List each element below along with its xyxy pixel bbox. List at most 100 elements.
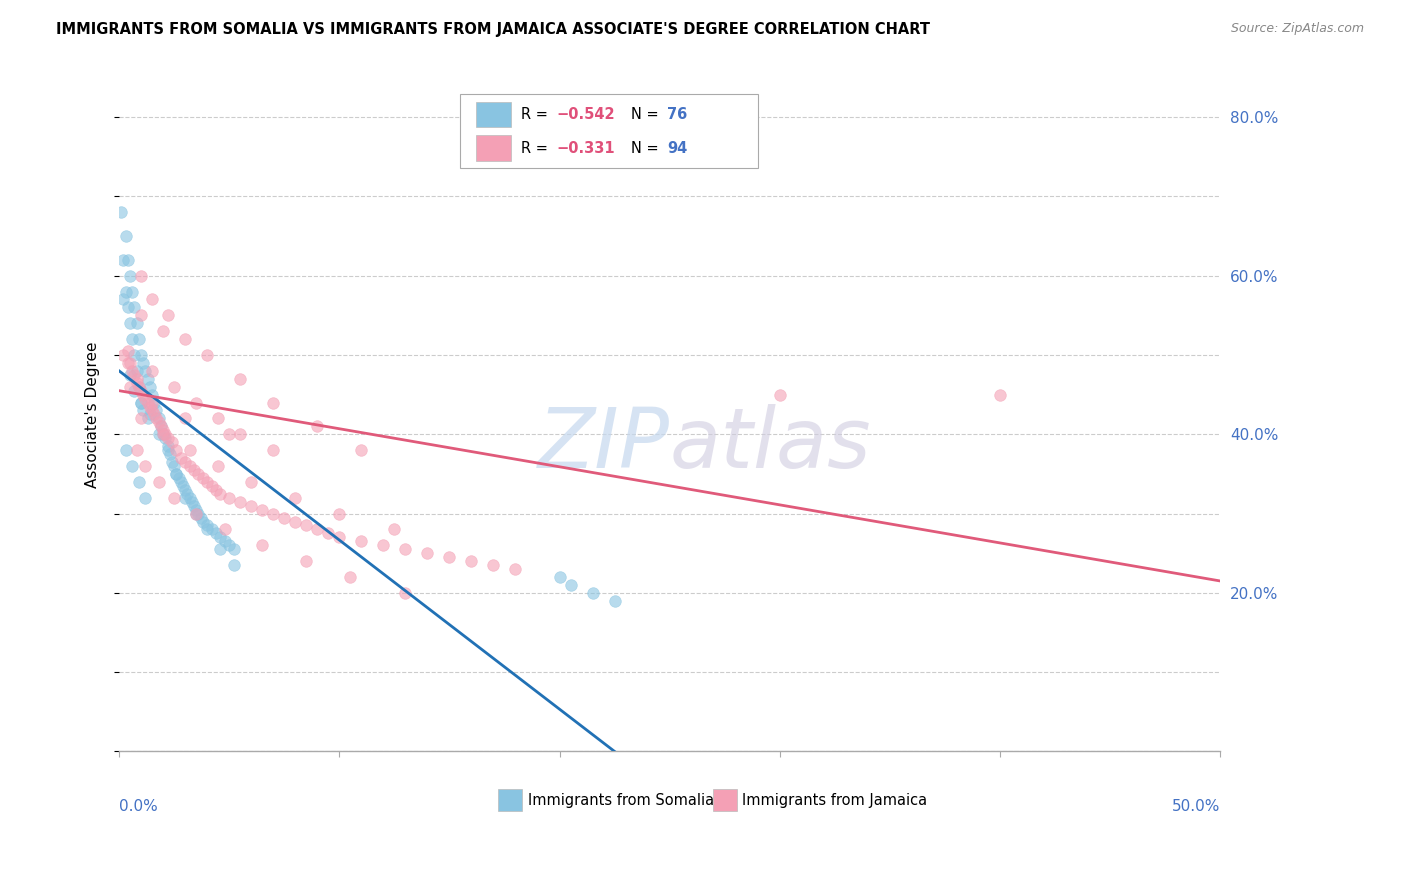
Point [170, 475, 193, 489]
Point [191, 515, 214, 529]
Point [339, 570, 361, 584]
Point [141, 387, 163, 401]
Point [141, 403, 163, 417]
Point [295, 518, 318, 533]
Point [350, 443, 373, 458]
Text: N =: N = [631, 107, 664, 122]
Y-axis label: Associate's Degree: Associate's Degree [86, 342, 100, 488]
Point [222, 558, 245, 573]
Point [328, 507, 350, 521]
Point [505, 562, 527, 576]
Point [207, 411, 229, 425]
Point [581, 586, 603, 600]
Point [250, 538, 273, 552]
Point [125, 376, 148, 390]
Point [128, 380, 150, 394]
Point [307, 523, 329, 537]
Point [179, 443, 201, 458]
Point [149, 419, 172, 434]
Point [149, 419, 172, 434]
Point [207, 458, 229, 473]
Point [394, 542, 416, 557]
Point [143, 408, 166, 422]
Point [176, 487, 198, 501]
Point [548, 570, 571, 584]
Point [120, 268, 142, 283]
FancyBboxPatch shape [460, 95, 758, 169]
Point [988, 387, 1011, 401]
Point [156, 431, 179, 445]
Point [155, 431, 177, 445]
Point [152, 423, 174, 437]
Text: ZIP: ZIP [537, 404, 669, 485]
Point [128, 475, 150, 489]
Point [141, 293, 163, 307]
Point [179, 458, 201, 473]
Point [186, 395, 208, 409]
Point [160, 455, 183, 469]
Point [132, 403, 155, 417]
Point [156, 439, 179, 453]
Point [186, 507, 208, 521]
Point [218, 538, 240, 552]
Point [205, 526, 228, 541]
Point [172, 479, 194, 493]
Point [195, 518, 218, 533]
Point [125, 364, 148, 378]
Point [112, 252, 135, 267]
Point [186, 502, 208, 516]
Point [416, 546, 439, 560]
Text: N =: N = [631, 141, 664, 156]
Text: 76: 76 [668, 107, 688, 122]
Point [167, 471, 190, 485]
Point [195, 475, 218, 489]
Point [209, 542, 232, 557]
Point [139, 400, 162, 414]
Point [148, 475, 170, 489]
Point [141, 364, 163, 378]
Point [218, 491, 240, 505]
Point [121, 364, 143, 378]
Point [129, 268, 152, 283]
Point [125, 443, 148, 458]
Point [152, 324, 174, 338]
Point [124, 368, 146, 382]
Point [214, 523, 236, 537]
Point [160, 435, 183, 450]
Point [482, 558, 505, 573]
Point [200, 523, 222, 537]
Point [187, 507, 209, 521]
Point [382, 523, 405, 537]
Point [229, 372, 252, 386]
Point [165, 467, 187, 481]
Point [209, 530, 232, 544]
Point [148, 416, 170, 430]
Point [134, 491, 156, 505]
Point [262, 395, 284, 409]
Point [560, 578, 582, 592]
Point [125, 372, 148, 386]
Point [117, 356, 139, 370]
Point [284, 491, 307, 505]
Point [250, 502, 273, 516]
Point [229, 427, 252, 442]
Point [174, 483, 197, 497]
Text: atlas: atlas [669, 404, 872, 485]
Point [114, 285, 136, 299]
Point [186, 507, 208, 521]
Point [156, 309, 179, 323]
Point [136, 411, 159, 425]
Point [143, 395, 166, 409]
Point [120, 380, 142, 394]
Point [200, 479, 222, 493]
FancyBboxPatch shape [713, 789, 737, 811]
Point [262, 443, 284, 458]
Point [129, 395, 152, 409]
Point [114, 229, 136, 244]
Point [307, 419, 329, 434]
Point [121, 285, 143, 299]
Point [187, 467, 209, 481]
Point [145, 411, 167, 425]
Point [328, 530, 350, 544]
Point [120, 316, 142, 330]
